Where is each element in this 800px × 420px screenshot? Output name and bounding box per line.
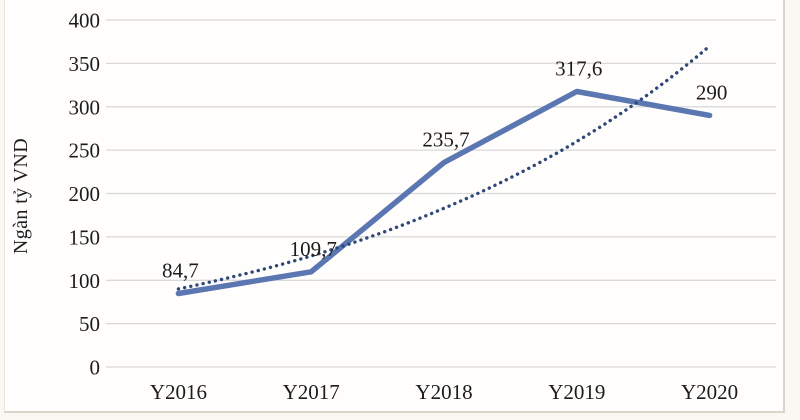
x-axis-label: Y2016 (150, 380, 207, 404)
y-tick-label: 0 (90, 356, 101, 380)
y-tick-label: 400 (69, 9, 101, 33)
data-label: 109,7 (290, 237, 337, 261)
data-labels: 84,7 109,7 235,7 317,6 290 (162, 57, 727, 283)
data-label: 235,7 (422, 128, 469, 152)
x-axis-label: Y2017 (283, 380, 340, 404)
actual-series-line (175, 88, 713, 297)
trendline-dotted (176, 44, 712, 291)
x-axis-labels: Y2016 Y2017 Y2018 Y2019 Y2020 (150, 380, 738, 404)
y-tick-label: 350 (69, 52, 101, 76)
x-axis-label: Y2020 (681, 380, 738, 404)
x-axis-label: Y2018 (415, 380, 472, 404)
y-tick-label: 100 (69, 269, 101, 293)
data-label: 84,7 (162, 259, 199, 283)
y-tick-label: 150 (69, 225, 101, 249)
y-tick-label: 250 (69, 139, 101, 163)
y-tick-label: 300 (69, 95, 101, 119)
x-axis-label: Y2019 (548, 380, 605, 404)
series-lines (175, 44, 713, 297)
gridlines (106, 19, 776, 368)
y-tick-label: 50 (79, 312, 100, 336)
y-tick-label: 200 (69, 182, 101, 206)
y-axis-tick-labels: 0 50 100 150 200 250 300 350 400 (69, 9, 101, 380)
data-label: 290 (696, 80, 728, 104)
data-label: 317,6 (555, 57, 602, 81)
y-axis-title: Ngàn tỷ VND (10, 138, 32, 254)
